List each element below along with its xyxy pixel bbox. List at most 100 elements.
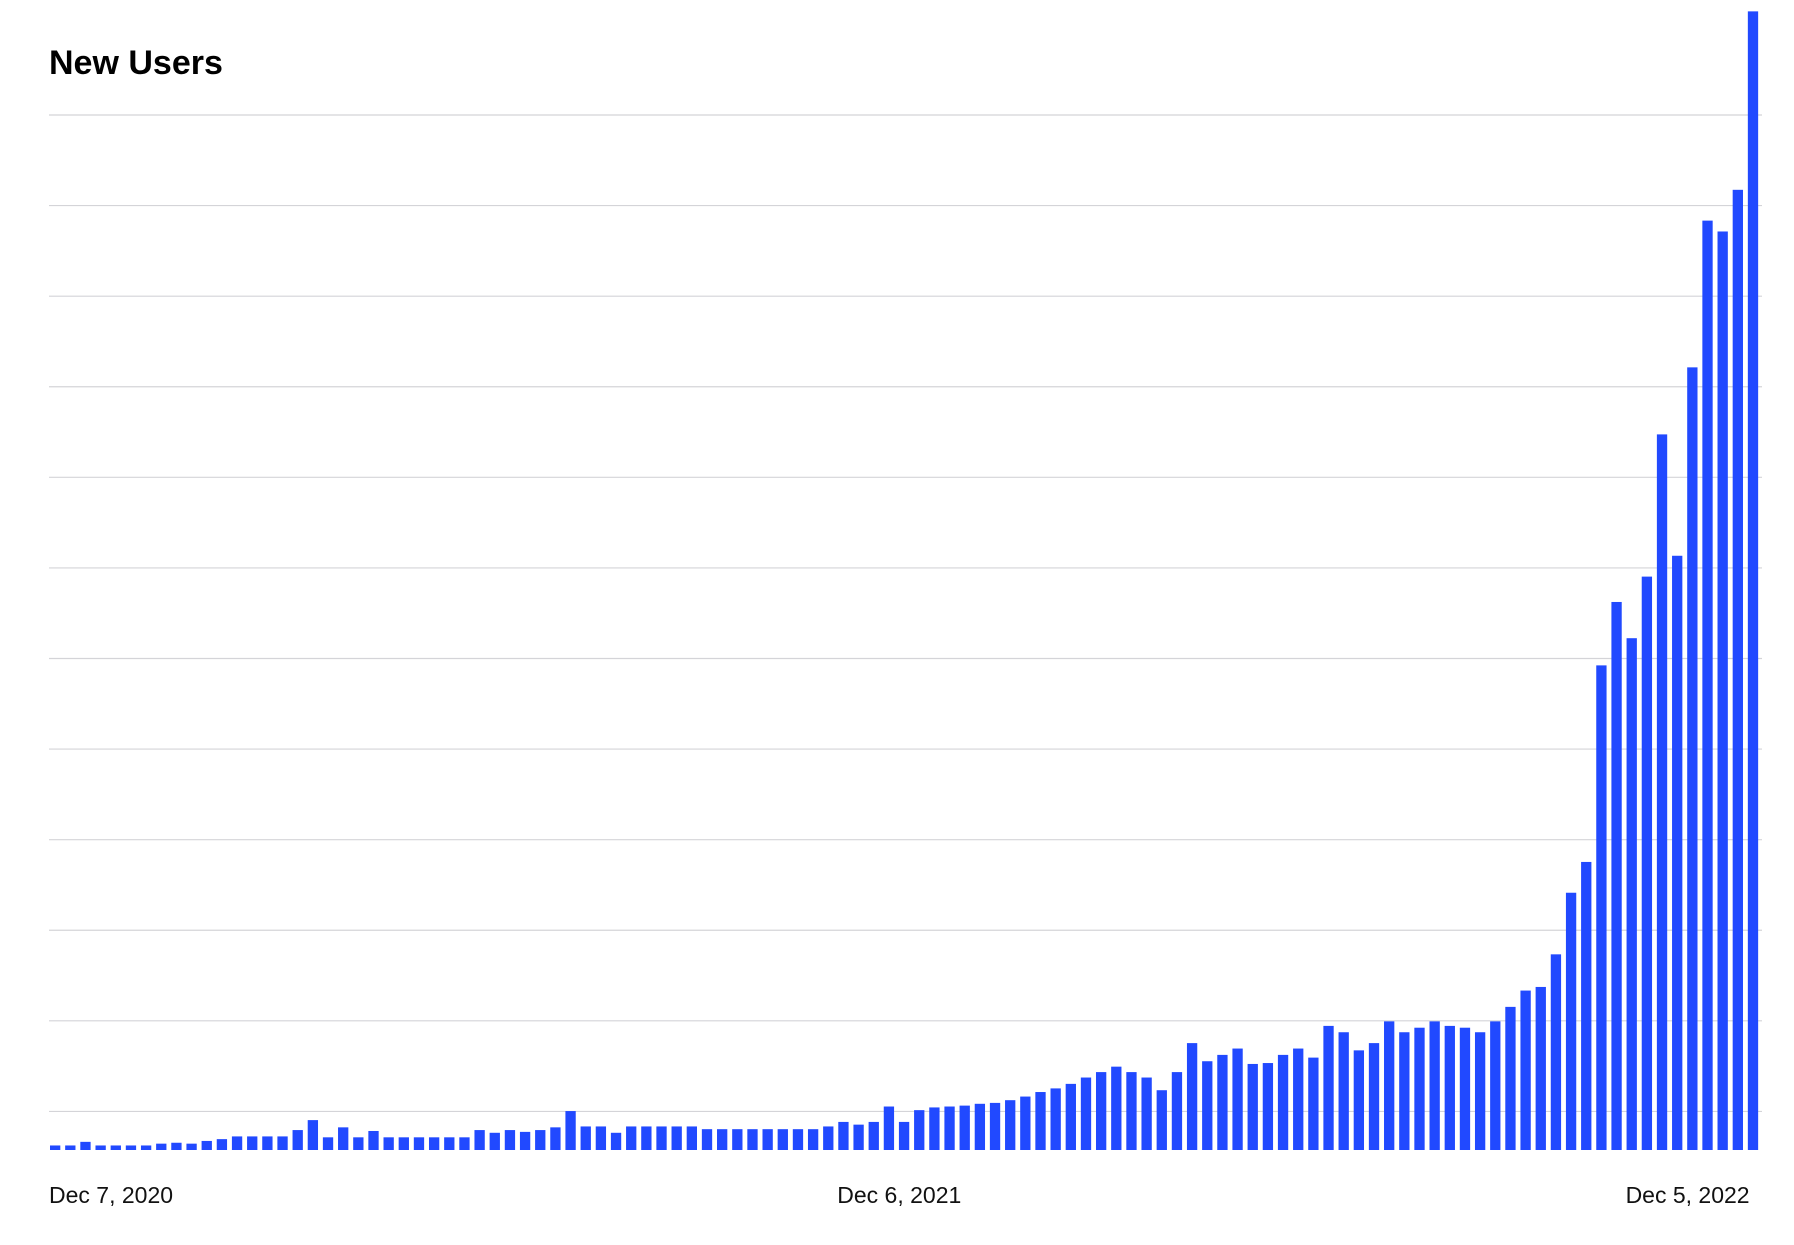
bar bbox=[1444, 1025, 1455, 1150]
bar bbox=[398, 1137, 409, 1150]
bar bbox=[974, 1103, 986, 1150]
bar bbox=[338, 1127, 349, 1150]
bar bbox=[413, 1137, 425, 1150]
bar bbox=[1414, 1027, 1425, 1150]
bar bbox=[65, 1145, 76, 1150]
bar bbox=[247, 1136, 258, 1150]
bar bbox=[807, 1129, 819, 1150]
bar bbox=[1262, 1063, 1274, 1150]
bar bbox=[201, 1140, 212, 1150]
bar bbox=[383, 1137, 394, 1150]
bar bbox=[1656, 434, 1668, 1150]
bar bbox=[1080, 1077, 1092, 1150]
bar bbox=[459, 1137, 470, 1150]
bar bbox=[95, 1145, 106, 1150]
bar bbox=[898, 1121, 910, 1150]
x-tick-label: Dec 6, 2021 bbox=[837, 1182, 961, 1208]
bar bbox=[989, 1102, 1001, 1150]
bar bbox=[474, 1130, 485, 1150]
bar bbox=[125, 1145, 137, 1150]
bar bbox=[1581, 861, 1592, 1150]
bar bbox=[1293, 1048, 1304, 1150]
bar bbox=[853, 1124, 864, 1150]
bar bbox=[504, 1130, 516, 1150]
bar bbox=[1626, 638, 1637, 1150]
bar bbox=[1065, 1083, 1076, 1150]
bar bbox=[838, 1121, 849, 1150]
bar bbox=[1490, 1021, 1501, 1150]
bar bbox=[1565, 892, 1577, 1150]
bar bbox=[747, 1129, 758, 1150]
bar bbox=[1247, 1063, 1258, 1150]
bar bbox=[1459, 1027, 1471, 1150]
bar bbox=[1550, 954, 1562, 1150]
bar bbox=[1353, 1050, 1365, 1150]
bar bbox=[1020, 1096, 1031, 1150]
bar bbox=[595, 1126, 607, 1150]
bar bbox=[959, 1105, 970, 1150]
bar bbox=[535, 1130, 546, 1150]
bar bbox=[1702, 220, 1713, 1150]
bar bbox=[777, 1129, 788, 1150]
bar bbox=[929, 1107, 940, 1150]
bar bbox=[262, 1136, 273, 1150]
bar bbox=[792, 1129, 804, 1150]
bar bbox=[80, 1141, 91, 1150]
bar bbox=[1126, 1072, 1137, 1150]
x-tick-label: Dec 5, 2022 bbox=[1626, 1182, 1750, 1208]
bar bbox=[732, 1129, 743, 1150]
chart-title: New Users bbox=[49, 44, 223, 82]
bar bbox=[1429, 1021, 1440, 1150]
bar bbox=[823, 1126, 834, 1150]
bar bbox=[140, 1145, 152, 1150]
bar bbox=[626, 1126, 637, 1150]
bar bbox=[156, 1143, 167, 1150]
bar bbox=[1171, 1072, 1183, 1150]
bar bbox=[110, 1145, 121, 1150]
bar bbox=[444, 1137, 455, 1150]
bar bbox=[1156, 1090, 1167, 1150]
bar bbox=[1141, 1077, 1152, 1150]
bar bbox=[489, 1132, 500, 1150]
bar bbox=[565, 1111, 576, 1150]
bar bbox=[1596, 665, 1607, 1150]
x-tick-label: Dec 7, 2020 bbox=[49, 1182, 173, 1208]
bar bbox=[1217, 1054, 1228, 1150]
bar bbox=[1520, 990, 1531, 1150]
bar bbox=[1186, 1043, 1198, 1150]
bar bbox=[717, 1129, 728, 1150]
bar bbox=[1323, 1025, 1334, 1150]
bar bbox=[231, 1136, 243, 1150]
bar bbox=[428, 1137, 440, 1150]
bar bbox=[641, 1126, 652, 1150]
bar bbox=[1535, 986, 1546, 1150]
bars bbox=[50, 11, 1759, 1151]
bar bbox=[1202, 1061, 1213, 1150]
bar bbox=[914, 1110, 925, 1150]
bar bbox=[762, 1129, 773, 1150]
bar bbox=[671, 1126, 682, 1150]
bar bbox=[171, 1142, 182, 1150]
bar bbox=[944, 1106, 955, 1150]
bar bbox=[1717, 231, 1728, 1151]
bar bbox=[1474, 1032, 1486, 1150]
bar bbox=[1111, 1066, 1122, 1150]
bar bbox=[868, 1121, 879, 1150]
bar bbox=[1095, 1072, 1107, 1150]
bar bbox=[1687, 367, 1698, 1150]
bar bbox=[1035, 1092, 1046, 1150]
bar bbox=[550, 1127, 561, 1150]
bar bbox=[656, 1126, 667, 1150]
bar bbox=[1505, 1006, 1516, 1150]
bar bbox=[353, 1137, 364, 1150]
bar bbox=[1399, 1032, 1410, 1150]
bar bbox=[580, 1126, 591, 1150]
bar bbox=[1050, 1088, 1061, 1150]
bar bbox=[368, 1130, 379, 1150]
bar bbox=[277, 1136, 288, 1150]
bar bbox=[686, 1126, 697, 1150]
bar bbox=[1641, 576, 1653, 1150]
bar bbox=[1005, 1100, 1016, 1150]
bar bbox=[610, 1132, 622, 1150]
bar bbox=[1308, 1057, 1319, 1150]
